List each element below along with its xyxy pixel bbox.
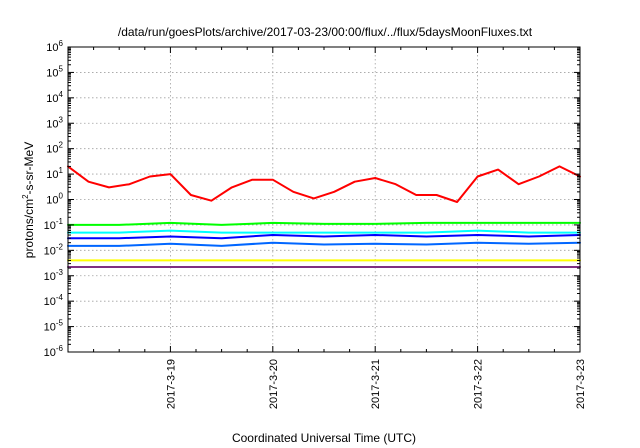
y-tick-label: 10-4 bbox=[44, 293, 64, 308]
x-axis-label: Coordinated Universal Time (UTC) bbox=[232, 431, 416, 445]
y-tick-label: 10-2 bbox=[44, 242, 64, 257]
y-tick-label: 100 bbox=[46, 192, 63, 207]
y-tick-label: 10-3 bbox=[44, 268, 64, 283]
x-tick-label: 2017-3-21 bbox=[370, 359, 382, 409]
y-tick-label: 10-5 bbox=[44, 319, 64, 334]
x-tick-labels: 2017-3-19 2017-3-20 2017-3-21 2017-3-22 2017… bbox=[165, 359, 587, 409]
x-tick-label: 2017-3-19 bbox=[165, 359, 177, 409]
y-tick-labels: 10-6 10-5 10-4 10-3 10-2 10-1 100 101 102 103 104 1… bbox=[44, 39, 64, 359]
y-tick-label: 10-6 bbox=[44, 344, 64, 359]
series-line-5 bbox=[67, 241, 581, 247]
series-line-2 bbox=[67, 221, 581, 226]
x-tick-label: 2017-3-20 bbox=[268, 359, 280, 409]
y-tick-label: 106 bbox=[46, 39, 63, 54]
y-tick-label: 103 bbox=[46, 115, 63, 130]
y-tick-label: 104 bbox=[46, 90, 63, 105]
chart-title: /data/run/goesPlots/archive/2017-03-23/0… bbox=[118, 25, 533, 39]
series-lines bbox=[67, 165, 581, 268]
grid bbox=[68, 47, 580, 352]
y-axis-label: protons/cm2-s-sr-MeV bbox=[21, 142, 36, 258]
y-tick-label: 10-1 bbox=[44, 217, 64, 232]
x-tick-label: 2017-3-22 bbox=[473, 359, 485, 409]
y-tick-label: 102 bbox=[46, 141, 63, 156]
x-tick-label: 2017-3-23 bbox=[575, 359, 587, 409]
series-line-4 bbox=[67, 234, 581, 240]
series-line-1 bbox=[67, 165, 581, 203]
axis-ticks bbox=[68, 46, 581, 353]
y-tick-label: 101 bbox=[46, 166, 63, 181]
series-line-3 bbox=[67, 229, 581, 234]
y-tick-label: 105 bbox=[46, 64, 63, 79]
